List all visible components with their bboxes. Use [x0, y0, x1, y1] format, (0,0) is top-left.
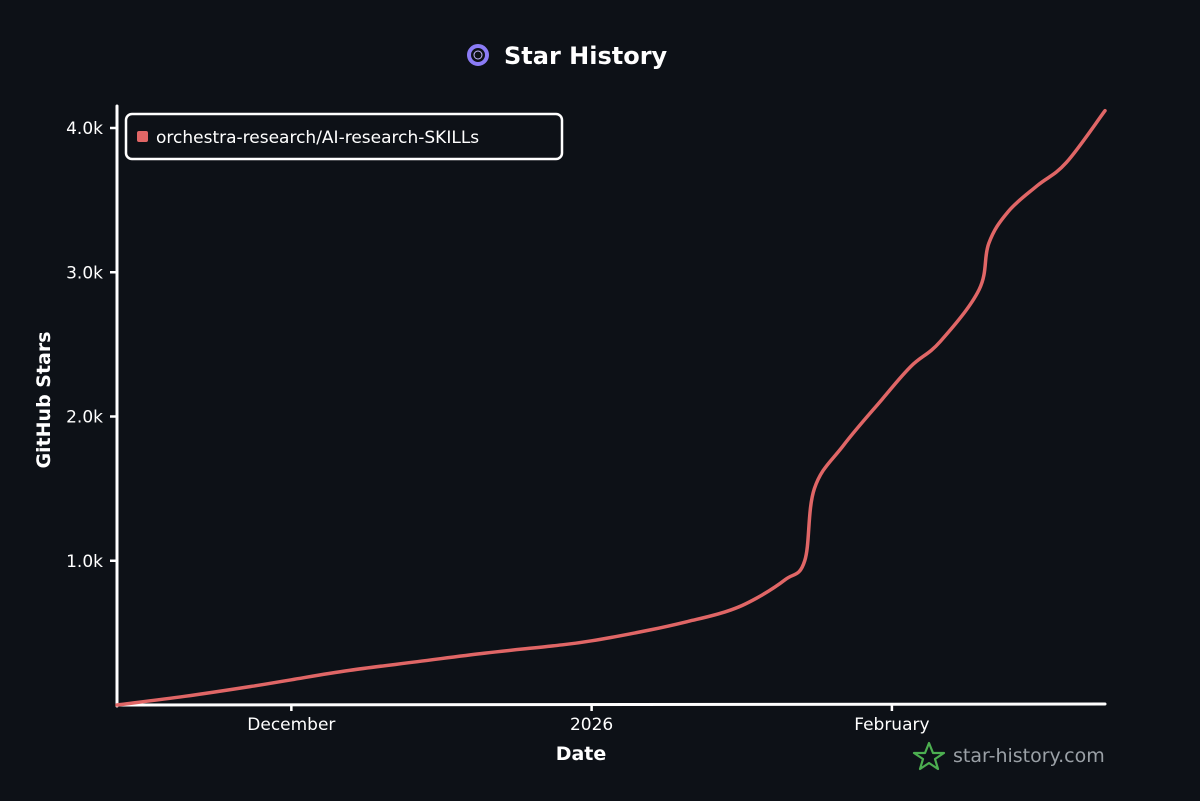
y-ticks: 1.0k 2.0k 3.0k 4.0k — [66, 119, 117, 572]
star-icon — [912, 741, 946, 771]
chart-title-group: Star History — [467, 42, 668, 70]
x-axis-title: Date — [556, 743, 607, 765]
y-tick-label: 1.0k — [66, 552, 103, 572]
x-tick-label: February — [854, 715, 929, 735]
watermark[interactable]: star-history.com — [912, 741, 1105, 771]
series-line — [115, 108, 1107, 707]
x-axis-line — [115, 702, 1107, 707]
legend-box — [124, 112, 564, 161]
ring-icon — [467, 44, 489, 66]
watermark-text[interactable]: star-history.com — [953, 745, 1105, 767]
x-tick-label: December — [247, 715, 335, 735]
y-tick-label: 3.0k — [66, 263, 103, 283]
y-tick-label: 2.0k — [66, 408, 103, 428]
ring-icon-inner — [473, 50, 483, 60]
x-ticks: December 2026 February — [247, 705, 930, 735]
legend-swatch — [137, 131, 148, 142]
x-tick-label: 2026 — [570, 715, 613, 735]
legend-entry: orchestra-research/AI-research-SKILLs — [156, 128, 479, 148]
y-tick-label: 4.0k — [66, 119, 103, 139]
chart-title: Star History — [504, 42, 668, 70]
y-axis-title: GitHub Stars — [33, 331, 55, 468]
legend: orchestra-research/AI-research-SKILLs — [124, 112, 564, 161]
